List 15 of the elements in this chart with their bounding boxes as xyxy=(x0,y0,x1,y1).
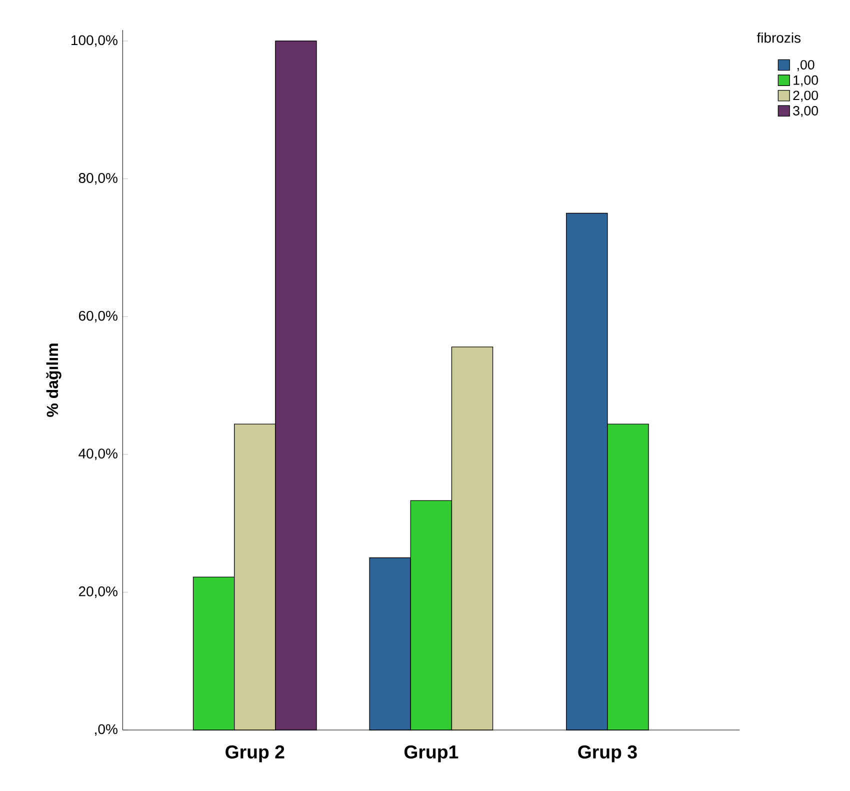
x-tick-label: Grup 2 xyxy=(226,745,284,762)
legend-title: fibrozis xyxy=(756,32,801,43)
legend-label: ,00 xyxy=(797,60,814,72)
legend-label: 3,00 xyxy=(793,106,818,118)
legend-label: 1,00 xyxy=(794,75,818,86)
y-tick-label: 20,0% xyxy=(78,586,118,598)
x-tick-label: Grup 3 xyxy=(578,745,637,762)
x-tick-label: Grup1 xyxy=(404,745,458,762)
y-axis-title: % dağılım xyxy=(46,344,62,417)
legend-label: 2,00 xyxy=(793,90,818,102)
y-tick-label: 80,0% xyxy=(78,173,118,185)
y-tick-label: 100,0% xyxy=(72,35,118,47)
y-tick-label: 60,0% xyxy=(78,310,118,322)
y-tick-label: 40,0% xyxy=(78,448,118,460)
y-tick-label: ,0% xyxy=(95,724,118,736)
